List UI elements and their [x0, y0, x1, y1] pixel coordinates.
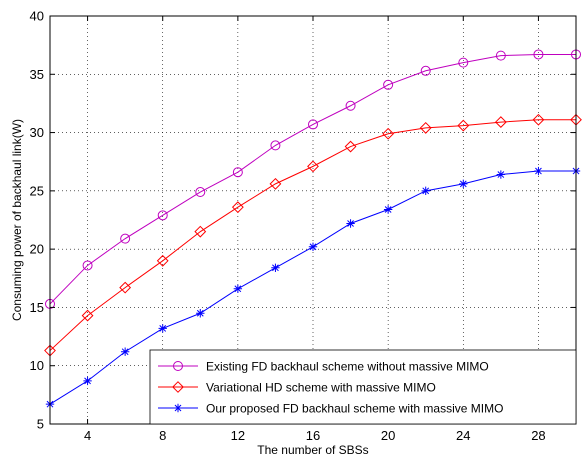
data-point [231, 201, 244, 214]
data-point [346, 219, 355, 228]
legend-label: Existing FD backhaul scheme without mass… [206, 360, 489, 374]
data-point [532, 113, 545, 126]
data-point [457, 119, 470, 132]
data-point [83, 376, 92, 386]
data-point [495, 50, 506, 61]
data-point [419, 122, 432, 134]
x-axis-label: The number of SBSs [257, 443, 368, 457]
x-tick-label: 12 [231, 428, 245, 443]
data-point [307, 160, 319, 173]
series-3 [45, 166, 581, 409]
legend: Existing FD backhaul scheme without mass… [149, 349, 577, 425]
y-tick-label: 40 [30, 9, 44, 24]
legend-marker [173, 361, 183, 371]
legend-marker [172, 381, 184, 393]
x-tick-label: 28 [531, 428, 545, 443]
legend-entry: Variational HD scheme with massive MIMO [158, 381, 436, 395]
data-point [196, 309, 205, 318]
data-point [458, 57, 469, 68]
y-tick-label: 15 [30, 300, 44, 315]
x-tick-label: 4 [84, 428, 91, 443]
data-point [120, 347, 130, 356]
y-tick-label: 25 [30, 183, 44, 198]
series-line [49, 53, 576, 305]
data-point [82, 260, 93, 271]
data-point [308, 119, 318, 130]
data-point [345, 100, 356, 111]
data-point [194, 225, 207, 238]
y-tick-label: 35 [30, 67, 44, 82]
legend-entry: Existing FD backhaul scheme without mass… [158, 360, 489, 374]
data-point [269, 177, 282, 190]
y-tick-label: 30 [30, 125, 44, 140]
data-point [271, 263, 280, 272]
x-tick-label: 20 [381, 428, 395, 443]
data-point [382, 127, 395, 140]
data-point [157, 210, 168, 221]
x-tick-label: 16 [306, 428, 320, 443]
legend-label: Our proposed FD backhaul scheme with mas… [206, 402, 503, 416]
data-point [158, 324, 167, 333]
data-point [120, 233, 131, 244]
y-tick-label: 10 [30, 358, 44, 373]
series-1 [45, 49, 581, 309]
legend-entry: Our proposed FD backhaul scheme with mas… [158, 402, 503, 416]
data-point [383, 205, 393, 214]
x-tick-label: 8 [159, 428, 166, 443]
data-point [232, 167, 243, 178]
data-point [344, 140, 357, 153]
series-2 [44, 113, 582, 357]
data-point [534, 166, 543, 176]
data-point [420, 65, 431, 76]
series-line [49, 119, 576, 351]
y-tick-label: 5 [37, 417, 44, 432]
y-axis-label: Consuming power of backhaul link(W) [10, 119, 24, 321]
data-point [383, 79, 394, 90]
legend-box [149, 349, 577, 425]
series-layer [44, 49, 582, 409]
data-point [421, 186, 430, 196]
data-point [195, 187, 206, 198]
data-point [119, 281, 132, 294]
data-point [233, 284, 243, 293]
data-point [533, 49, 544, 60]
y-tick-label: 20 [30, 242, 44, 257]
legend-marker [173, 403, 183, 413]
data-point [494, 116, 507, 128]
data-point [270, 140, 281, 151]
data-point [496, 170, 506, 179]
axis-ticks: 4 8 12 16 20 24 28 5 10 15 20 25 30 35 40 [30, 9, 576, 443]
data-point [81, 309, 94, 322]
data-point [459, 179, 468, 189]
data-point [308, 242, 318, 252]
x-tick-label: 24 [456, 428, 470, 443]
legend-label: Variational HD scheme with massive MIMO [206, 381, 436, 395]
data-point [156, 254, 169, 267]
